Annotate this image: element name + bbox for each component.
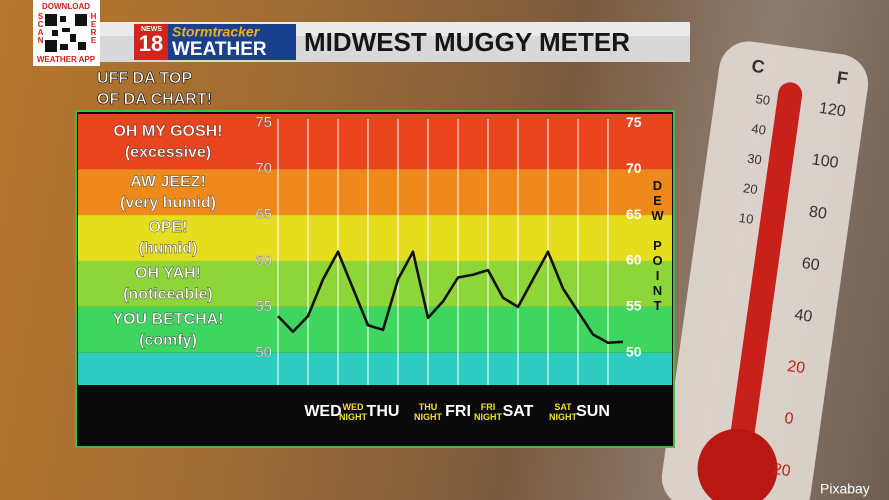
- logo-number-box: [134, 24, 168, 60]
- band: [78, 306, 672, 353]
- x-tick-label: FRI NIGHT: [474, 402, 502, 422]
- y-tick-label: 55: [255, 298, 272, 315]
- celsius-tick: 40: [751, 121, 767, 138]
- band: [78, 352, 672, 385]
- y-tick-label: 65: [255, 206, 272, 223]
- qr-left: SCAN: [36, 12, 45, 44]
- celsius-label: C: [750, 56, 766, 78]
- logo-news: NEWS: [141, 26, 162, 33]
- header-title: MIDWEST MUGGY METER: [304, 27, 630, 57]
- dew-point-line: [277, 250, 624, 345]
- x-axis-strip: [78, 385, 672, 445]
- qr-panel: [33, 0, 100, 66]
- band-label: OH MY GOSH!: [113, 123, 222, 140]
- band-label: (very humid): [120, 194, 216, 211]
- y-tick-label: 50: [255, 344, 272, 361]
- band: [78, 169, 672, 216]
- qr-code: [45, 14, 87, 52]
- credit: Pixabay: [820, 481, 870, 497]
- fahrenheit-tick: 80: [808, 203, 828, 222]
- qr-bottom: WEATHER APP: [37, 55, 96, 64]
- fahrenheit-tick: 40: [793, 306, 813, 325]
- fahrenheit-tick: 20: [772, 461, 792, 480]
- fahrenheit-tick: 0: [783, 410, 794, 428]
- x-tick-label: SAT: [502, 403, 534, 420]
- thermometer-bulb: [697, 428, 778, 500]
- band-label: AW JEEZ!: [130, 173, 206, 190]
- x-tick-label: THU NIGHT: [414, 402, 442, 422]
- chart-title: UFF DA TOP: [97, 70, 192, 87]
- band-label: YOU BETCHA!: [112, 311, 223, 328]
- celsius-tick: 10: [738, 210, 754, 227]
- band: [78, 215, 672, 261]
- x-tick-label: SAT NIGHT: [549, 402, 577, 422]
- chart: OH MY GOSH! (excessive) AW JEEZ! (very humi…: [75, 110, 675, 448]
- y-axis-label: DEW POINT: [650, 178, 665, 313]
- y-tick-label: 70: [255, 160, 272, 177]
- chart-title: OF DA CHART!: [97, 91, 212, 108]
- logo-number: 18: [139, 31, 163, 56]
- band-label: (noticeable): [123, 286, 213, 303]
- celsius-tick: 50: [755, 91, 771, 108]
- band: [78, 260, 672, 307]
- y2-tick-label: 55: [626, 298, 642, 314]
- celsius-tick: 20: [742, 180, 758, 197]
- y2-tick-label: 70: [626, 160, 642, 176]
- fahrenheit-label: F: [836, 68, 850, 89]
- y-tick-label: 60: [255, 252, 272, 269]
- thermometer: C F 50 40 30 20 10 120 100 80 60 40 20 0 20: [661, 41, 869, 500]
- celsius-tick: 30: [746, 151, 762, 168]
- y2-tick-label: 60: [626, 252, 642, 268]
- x-tick-label: WED NIGHT: [339, 402, 367, 422]
- band-label: OPE!: [148, 219, 187, 236]
- fahrenheit-tick: 100: [811, 151, 840, 172]
- x-tick-label: FRI: [445, 403, 471, 420]
- y-tick-label: 75: [255, 114, 272, 131]
- fahrenheit-tick: 20: [786, 358, 806, 377]
- logo-weather: WEATHER: [172, 39, 267, 60]
- y2-tick-label: 50: [626, 344, 642, 360]
- x-tick-label: THU: [366, 403, 400, 420]
- thermometer-tube: [728, 82, 803, 459]
- y2-tick-label: 75: [626, 114, 642, 130]
- band-label: (humid): [139, 240, 198, 257]
- x-tick-label: SUN: [576, 403, 610, 420]
- band-label: (comfy): [139, 332, 197, 349]
- band-label: (excessive): [125, 144, 211, 161]
- qr-right: HERE: [89, 12, 98, 44]
- logo-brand: Stormtracker: [172, 24, 261, 40]
- x-tick-label: WED: [304, 403, 342, 420]
- fahrenheit-tick: 60: [801, 255, 821, 274]
- y2-tick-label: 65: [626, 206, 642, 222]
- band-label: OH YAH!: [135, 265, 201, 282]
- qr-top: DOWNLOAD: [42, 2, 90, 11]
- band: [78, 114, 672, 170]
- fahrenheit-tick: 120: [818, 100, 847, 121]
